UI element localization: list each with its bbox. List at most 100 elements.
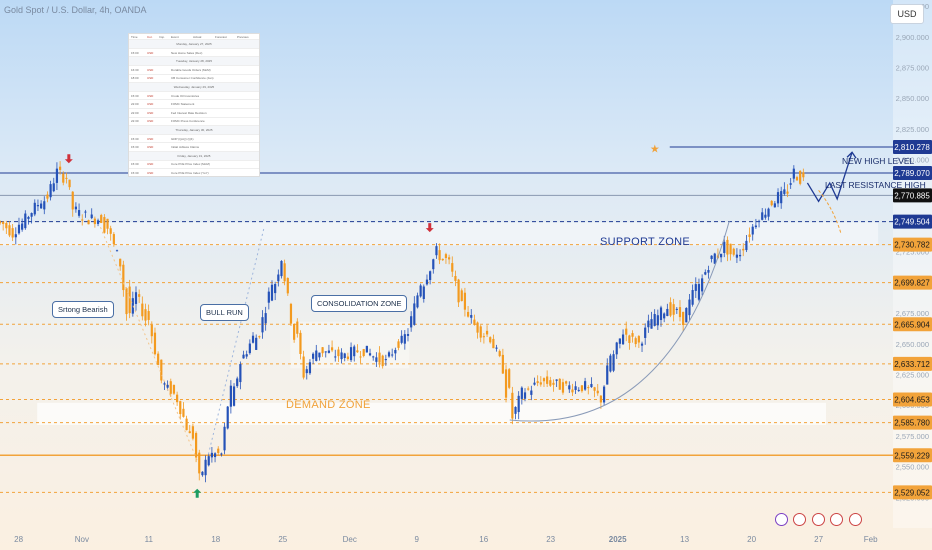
us-flag-icon[interactable] xyxy=(830,513,844,526)
candle xyxy=(8,225,11,236)
currency-selector[interactable]: USD xyxy=(890,4,924,24)
candle xyxy=(568,385,571,390)
new-high-level-label: NEW HIGH LEVEL xyxy=(842,156,915,166)
price-label-box xyxy=(893,448,932,463)
x-tick-label: 20 xyxy=(747,535,756,544)
candle xyxy=(312,353,315,359)
candle xyxy=(773,203,776,208)
candle xyxy=(96,220,100,224)
calendar-cell: USD xyxy=(147,162,154,167)
candle xyxy=(536,381,539,384)
candle xyxy=(251,335,255,343)
candle xyxy=(87,220,90,225)
candle xyxy=(644,327,647,338)
price-label-box xyxy=(893,237,932,252)
candle xyxy=(27,216,30,219)
candle xyxy=(122,264,125,291)
candle xyxy=(606,365,609,385)
candle xyxy=(112,234,115,245)
candle xyxy=(489,337,492,343)
candle xyxy=(444,254,448,259)
candle xyxy=(321,347,324,354)
candle xyxy=(738,254,742,257)
candle xyxy=(542,378,546,382)
calendar-cell: 22:00 xyxy=(131,102,139,107)
candle xyxy=(454,276,457,281)
candle xyxy=(353,346,356,357)
candle xyxy=(511,392,514,419)
y-tick-label: 2,850.000 xyxy=(896,94,929,103)
price-label: 2,604.653 xyxy=(894,395,930,404)
candle xyxy=(128,286,131,314)
candle xyxy=(533,382,536,385)
candle xyxy=(609,355,612,372)
calendar-header-row: Time Cur. Imp. Event Actual Forecast Previous xyxy=(129,34,259,41)
candle xyxy=(147,311,150,320)
candle xyxy=(255,337,258,350)
candle xyxy=(157,353,160,365)
candle xyxy=(485,330,489,335)
candle xyxy=(438,250,441,261)
candle xyxy=(340,352,343,360)
candle xyxy=(691,290,694,305)
candle xyxy=(527,388,530,390)
calendar-cell: CB Consumer Confidence (Jan) xyxy=(171,76,214,81)
candle xyxy=(299,332,302,354)
candle xyxy=(640,343,644,346)
candle xyxy=(296,321,299,334)
event-markers[interactable] xyxy=(775,513,863,526)
flash-icon[interactable] xyxy=(775,513,788,526)
candle xyxy=(429,271,432,281)
calendar-row: Tuesday, January 28, 2025 xyxy=(129,57,259,66)
calendar-cell: USD xyxy=(147,102,154,107)
candle xyxy=(653,313,656,326)
candle xyxy=(457,279,460,303)
candle xyxy=(330,347,334,351)
candle xyxy=(707,269,710,273)
calendar-cell: 18:00 xyxy=(131,76,139,81)
us-flag-icon[interactable] xyxy=(811,513,825,526)
calendar-cell: 22:30 xyxy=(131,119,139,124)
x-tick-label: Nov xyxy=(75,535,89,544)
annotation-strong-bearish: Srtong Bearish xyxy=(52,301,114,318)
x-tick-label: 2025 xyxy=(609,535,627,544)
y-tick-label: 2,900.000 xyxy=(896,33,929,42)
down-arrow-marker xyxy=(64,154,73,164)
x-tick-label: 28 xyxy=(14,535,23,544)
candle xyxy=(517,395,520,413)
candle xyxy=(416,295,419,308)
candle xyxy=(713,253,716,264)
us-flag-icon[interactable] xyxy=(793,513,807,526)
candle xyxy=(425,279,429,285)
candle xyxy=(40,203,43,209)
candle xyxy=(786,191,789,194)
candle xyxy=(277,274,280,282)
candle xyxy=(77,210,81,216)
price-label-box xyxy=(893,275,932,290)
candle xyxy=(555,379,558,381)
y-tick-label: 2,875.000 xyxy=(896,64,929,73)
candle xyxy=(723,241,726,253)
candle xyxy=(337,349,340,357)
price-label-box xyxy=(893,415,932,430)
annotation-consolidation-zone: CONSOLIDATION ZONE xyxy=(311,295,408,312)
candle xyxy=(470,315,473,318)
candle xyxy=(375,357,378,362)
price-label: 2,749.504 xyxy=(894,218,930,227)
candle xyxy=(327,350,331,353)
candle xyxy=(103,217,106,233)
us-flag-icon[interactable] xyxy=(848,513,862,526)
candle xyxy=(669,302,672,316)
calendar-cell: 15:00 xyxy=(131,50,139,55)
calendar-header-cell: Forecast xyxy=(215,34,227,39)
candle xyxy=(239,364,242,383)
candle xyxy=(324,351,327,353)
x-tick-label: Dec xyxy=(343,535,357,544)
candle xyxy=(207,456,210,466)
candle xyxy=(596,390,599,394)
price-scale xyxy=(893,0,932,528)
candle xyxy=(539,382,542,385)
price-label: 2,529.052 xyxy=(894,488,930,497)
candle xyxy=(504,369,508,398)
